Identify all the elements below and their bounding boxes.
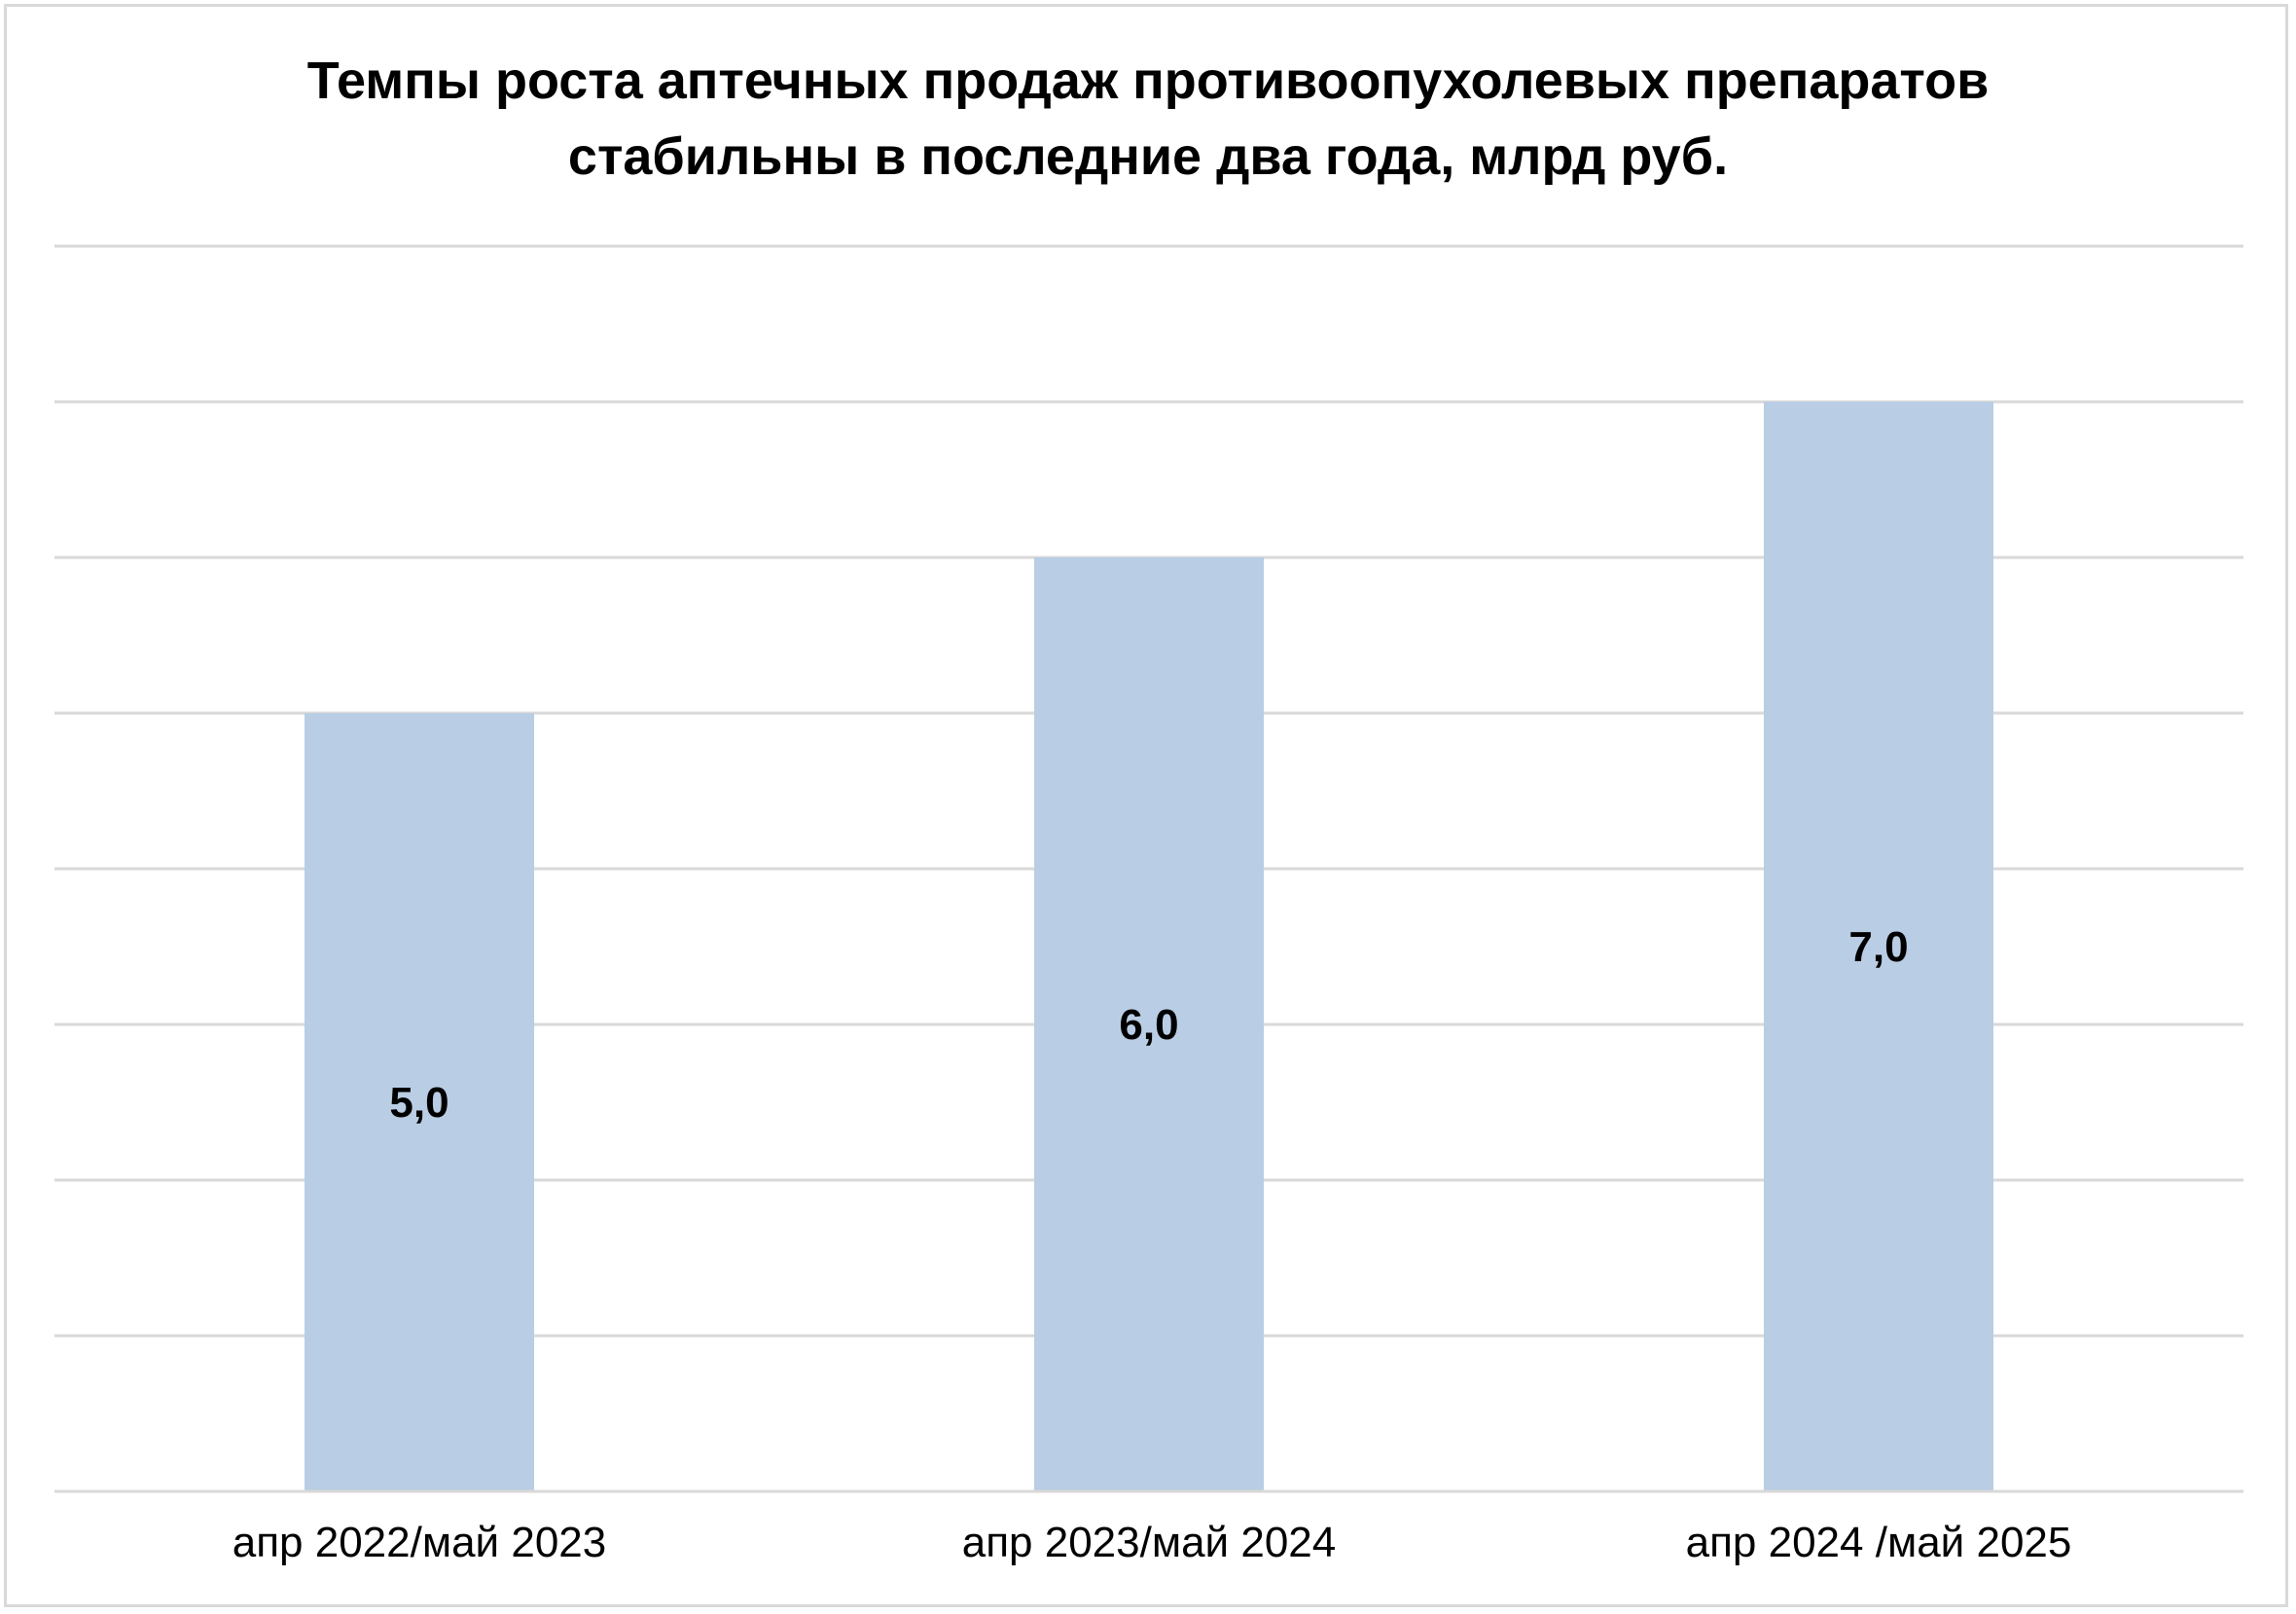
x-tick-label: апр 2023/май 2024 <box>962 1519 1337 1566</box>
bar <box>305 713 534 1491</box>
chart-title: Темпы роста аптечных продаж противоопухо… <box>0 43 2296 195</box>
data-label: 6,0 <box>1119 1001 1178 1049</box>
chart-title-line-2: стабильны в последние два года, млрд руб… <box>567 127 1729 186</box>
labels: 5,0 апр 2022/май 2023 6,0 апр 2023/май 2024… <box>233 923 2072 1566</box>
bar <box>1034 557 1264 1491</box>
bars <box>305 402 1993 1491</box>
x-tick-label: апр 2022/май 2023 <box>233 1519 607 1566</box>
data-label: 5,0 <box>389 1079 448 1127</box>
data-label: 7,0 <box>1848 923 1908 971</box>
bar <box>1764 402 1993 1491</box>
x-tick-label: апр 2024 /май 2025 <box>1686 1519 2072 1566</box>
chart-title-line-1: Темпы роста аптечных продаж противоопухо… <box>306 52 1990 110</box>
